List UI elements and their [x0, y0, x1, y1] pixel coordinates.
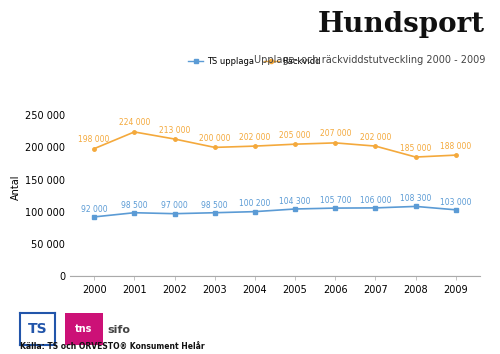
Text: 106 000: 106 000 [360, 196, 391, 205]
Text: TS: TS [28, 322, 48, 336]
Text: 92 000: 92 000 [81, 205, 108, 214]
Text: 108 300: 108 300 [400, 194, 432, 203]
Text: 98 500: 98 500 [202, 200, 228, 210]
Text: 185 000: 185 000 [400, 143, 432, 153]
Text: 205 000: 205 000 [280, 131, 311, 140]
Text: 202 000: 202 000 [360, 133, 391, 142]
Text: 105 700: 105 700 [320, 196, 351, 205]
Text: 200 000: 200 000 [199, 134, 230, 143]
Text: Upplage- och räckviddstutveckling 2000 - 2009: Upplage- och räckviddstutveckling 2000 -… [254, 55, 485, 65]
Text: 100 200: 100 200 [239, 199, 270, 209]
Text: 224 000: 224 000 [118, 118, 150, 127]
Text: 188 000: 188 000 [440, 142, 472, 150]
Y-axis label: Antal: Antal [11, 175, 21, 200]
Text: tns: tns [75, 324, 92, 334]
Text: Källa: TS och ORVESTO® Konsument Helår: Källa: TS och ORVESTO® Konsument Helår [20, 343, 204, 352]
Text: Hundsport: Hundsport [318, 11, 485, 38]
Text: 207 000: 207 000 [320, 129, 351, 138]
Legend: TS upplaga, Räckvidd: TS upplaga, Räckvidd [185, 54, 324, 69]
Text: 97 000: 97 000 [161, 201, 188, 211]
Text: 202 000: 202 000 [239, 133, 270, 142]
Text: 103 000: 103 000 [440, 198, 472, 207]
Text: 98 500: 98 500 [121, 200, 148, 210]
Text: 213 000: 213 000 [159, 126, 190, 135]
Text: 198 000: 198 000 [78, 135, 110, 144]
Text: sifo: sifo [108, 325, 130, 335]
Text: 104 300: 104 300 [280, 197, 311, 206]
